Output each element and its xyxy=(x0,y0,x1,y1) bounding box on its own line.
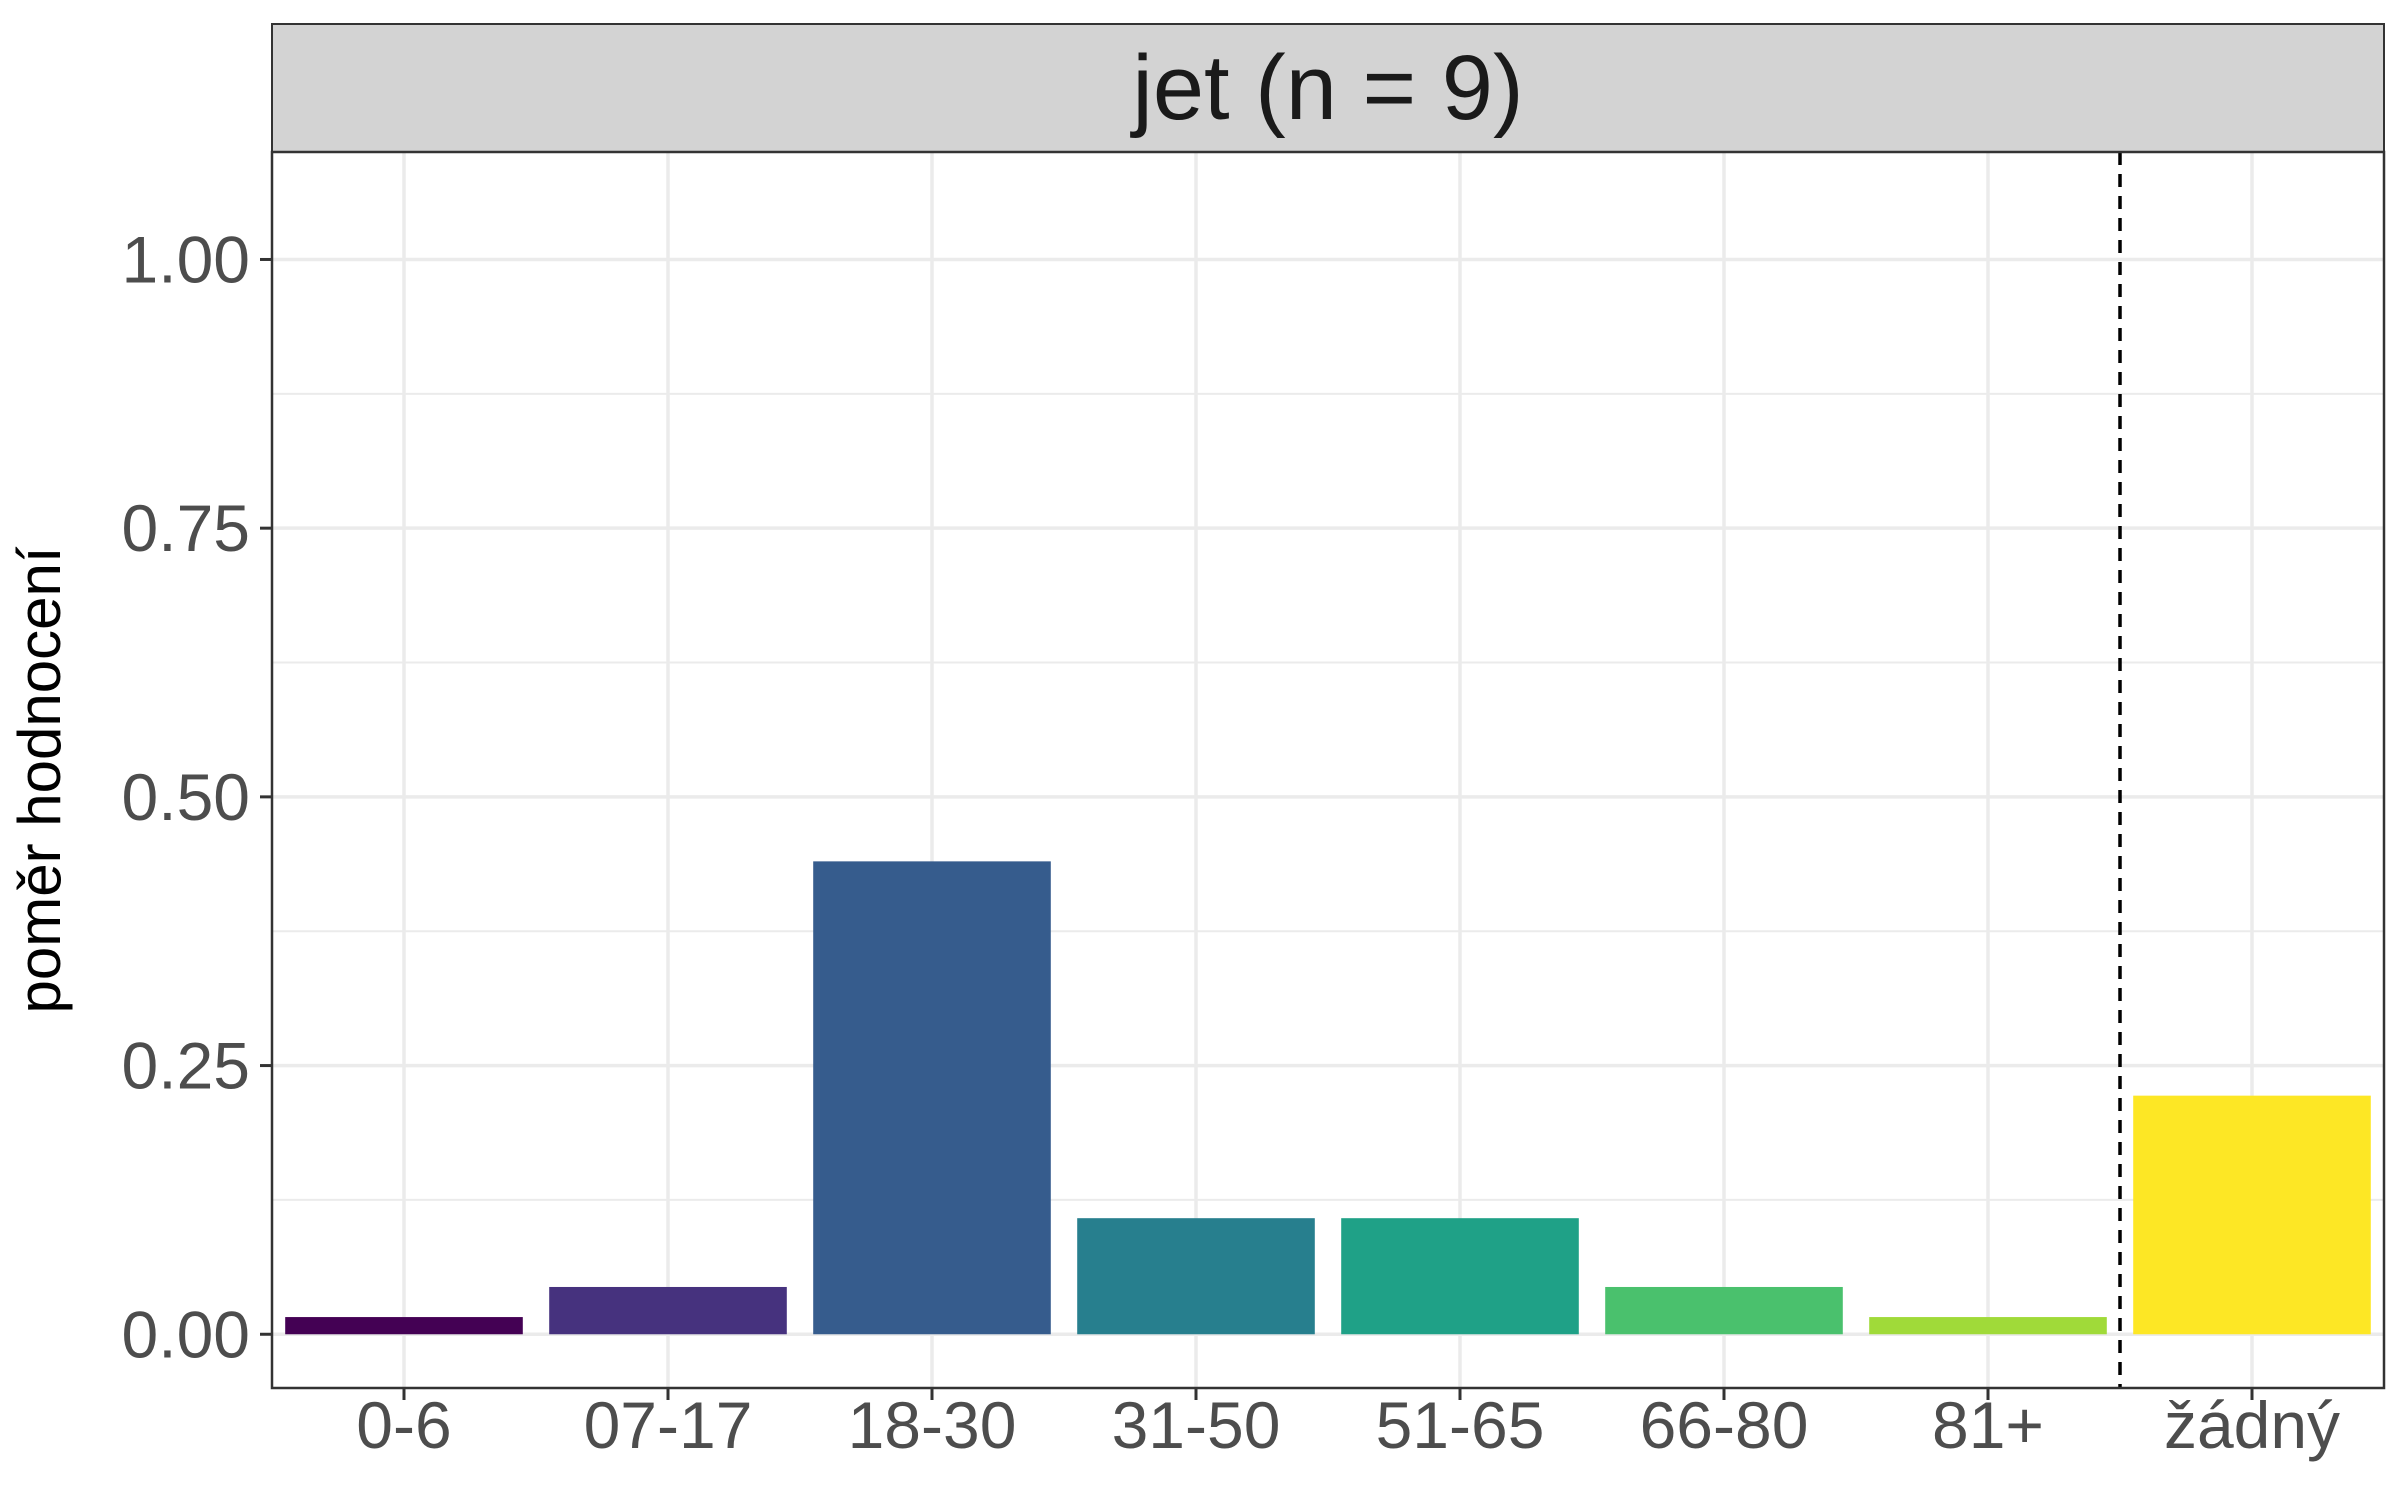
x-tick-label: 0-6 xyxy=(356,1388,451,1462)
bars xyxy=(285,861,2371,1335)
bar-18-30 xyxy=(813,861,1051,1335)
y-tick-label: 0.00 xyxy=(122,1297,250,1371)
x-tick-label: 31-50 xyxy=(1112,1388,1281,1462)
x-tick-label: 66-80 xyxy=(1640,1388,1809,1462)
y-axis-title: poměr hodnocení xyxy=(6,546,73,1013)
bar-51-65 xyxy=(1341,1218,1579,1335)
x-tick-label: 51-65 xyxy=(1376,1388,1545,1462)
x-axis: 0-6 07-17 18-30 31-50 51-65 66-80 81+ žádný xyxy=(356,1388,2340,1462)
bar-31-50 xyxy=(1077,1218,1315,1335)
y-tick-label: 1.00 xyxy=(122,222,250,296)
y-axis: 0.00 0.25 0.50 0.75 1.00 xyxy=(122,222,272,1371)
x-tick-label: 81+ xyxy=(1932,1388,2044,1462)
y-tick-label: 0.75 xyxy=(122,491,250,565)
grid-lines xyxy=(272,152,2384,1388)
bar-žádný xyxy=(2133,1095,2371,1335)
y-tick-label: 0.50 xyxy=(122,760,250,834)
facet-strip xyxy=(271,23,2385,153)
x-tick-label: 18-30 xyxy=(848,1388,1017,1462)
bar-0-6 xyxy=(285,1317,523,1335)
x-tick-label: 07-17 xyxy=(584,1388,753,1462)
bar-66-80 xyxy=(1605,1286,1843,1335)
bar-07-17 xyxy=(549,1286,787,1335)
panel-border xyxy=(270,150,2386,1390)
bar-81+ xyxy=(1869,1317,2107,1335)
x-tick-label: žádný xyxy=(2164,1388,2340,1462)
y-tick-label: 0.25 xyxy=(122,1029,250,1103)
plot-panel xyxy=(272,152,2384,1388)
facet-strip-title: jet (n = 9) xyxy=(1129,37,1523,139)
